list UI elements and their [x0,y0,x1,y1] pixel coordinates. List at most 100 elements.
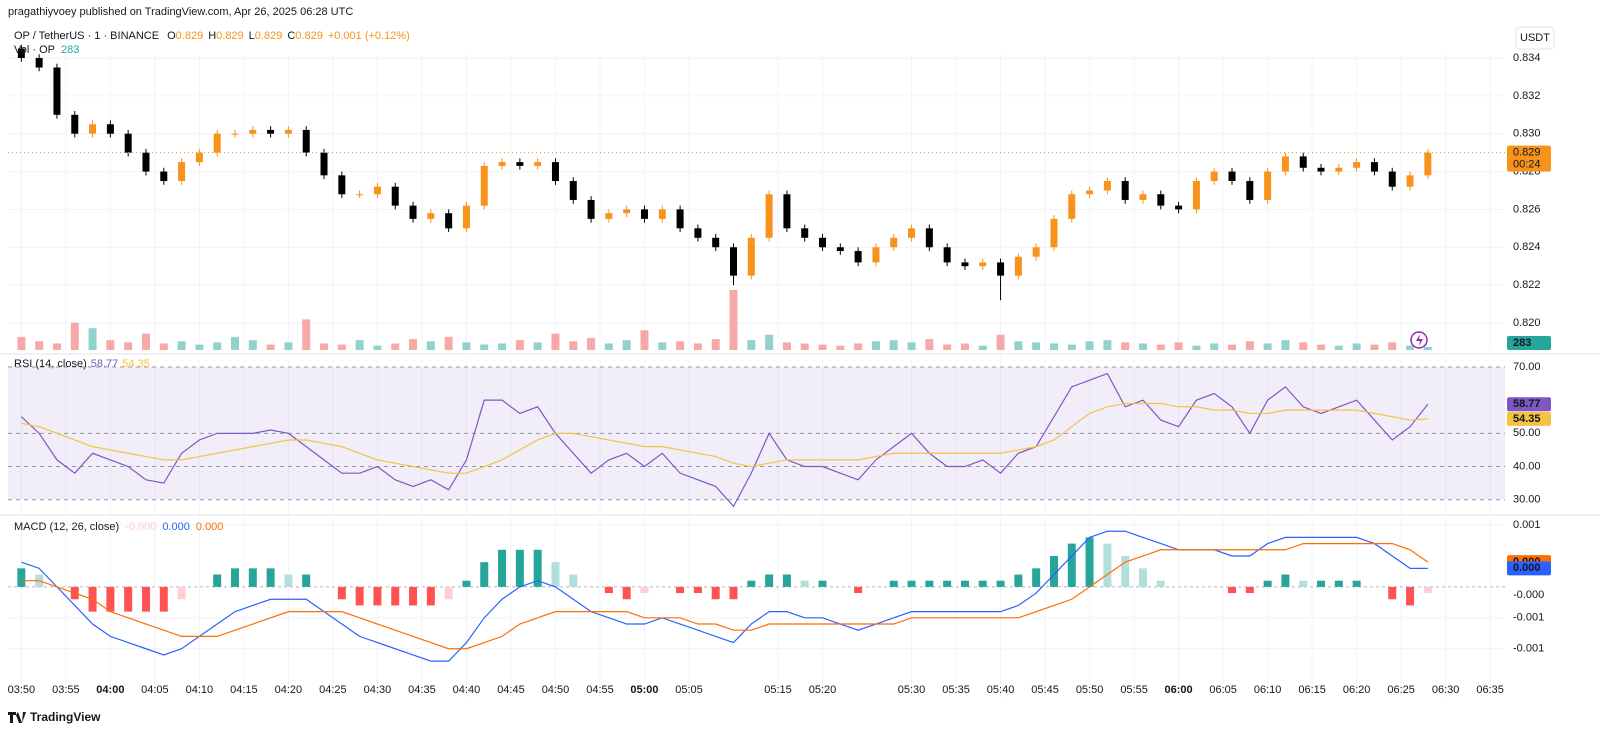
volume-bar [284,342,293,350]
volume-bar [711,339,720,350]
axis-value-label: 58.77 [1513,398,1541,410]
volume-bar [889,340,898,350]
histogram-bar [409,586,418,606]
histogram-bar [337,586,346,600]
candle-body [1406,175,1414,187]
y-tick-label: 0.001 [1513,519,1541,531]
axis-value-box [1507,336,1551,350]
candle-body [676,209,684,229]
candle-body [783,194,791,229]
histogram-bar [355,586,364,606]
histogram-bar [569,574,578,587]
symbol-legend: OP / TetherUS · 1 · BINANCE O0.829 H0.829 L… [14,30,410,42]
indicator-title: MACD (12, 26, close) [14,521,119,533]
x-tick-label: 05:00 [630,684,658,696]
histogram-bar [818,580,827,587]
last-price-label: 0.829 [1513,147,1541,159]
histogram-bar [302,574,311,587]
candle-body [979,262,987,267]
volume-bar [266,344,275,350]
x-tick-label: 06:05 [1209,684,1237,696]
countdown-label: 00:24 [1513,159,1541,171]
candle-body [445,213,453,229]
volume-bar [1049,343,1058,350]
volume-bar [871,341,880,350]
volume-bar [515,340,524,350]
axis-value-label: 0.000 [1513,562,1541,574]
histogram-bar [1138,568,1147,587]
volume-legend: Vol · OP 283 [14,44,79,56]
candle-body [1121,181,1129,200]
volume-bar [1032,342,1041,350]
candle-body [694,228,702,238]
candle-body [712,237,720,248]
y-tick-label: -0.001 [1513,612,1544,624]
volume-bar [444,336,453,350]
histogram-bar [693,586,702,594]
candle-body [1388,171,1396,187]
x-tick-label: 06:35 [1476,684,1504,696]
histogram-bar [978,580,987,587]
candle-body [943,247,951,263]
volume-bar [765,334,774,350]
volume-bar [925,339,934,350]
volume-bar [1370,344,1379,350]
histogram-bar [960,580,969,587]
histogram-bar [480,562,489,587]
y-tick-label: 0.830 [1513,128,1541,140]
candle-body [249,129,257,134]
histogram-bar [1352,580,1361,587]
histogram-bar [248,568,257,587]
volume-bar [729,289,738,350]
candle-body [195,152,203,163]
histogram-bar [391,586,400,606]
volume-bar [462,342,471,350]
y-tick-label: 0.824 [1513,241,1541,253]
candle-body [1424,152,1432,176]
histogram-bar [1228,586,1237,594]
x-tick-label: 05:20 [809,684,837,696]
indicator-title: RSI (14, close) [14,358,87,370]
histogram-bar [711,586,720,600]
volume-bar [373,345,382,350]
alert-icon[interactable] [1410,331,1428,349]
x-tick-label: 05:40 [987,684,1015,696]
candle-body [1068,194,1076,219]
candle-body [106,124,114,134]
ohlc-value: 0.829 [216,30,244,42]
candle-body [267,129,275,134]
histogram-bar [604,586,613,594]
histogram-bar [1423,586,1432,594]
y-tick-label: 50.00 [1513,427,1541,439]
candle-body [178,162,186,182]
ohlc-key: L [249,30,255,42]
x-tick-label: 06:30 [1432,684,1460,696]
candle-body [854,251,862,263]
ohlc-key: O [167,30,176,42]
legend-value: 0.000 [162,521,190,533]
candle-body [836,247,844,252]
candle-body [747,237,755,276]
volume-bar [782,342,791,350]
histogram-bar [1388,586,1397,600]
candle-body [142,152,150,172]
candle-body [890,237,898,248]
histogram-bar [676,586,685,594]
candle-body [1210,171,1218,182]
x-tick-label: 04:35 [408,684,436,696]
volume-bar [35,341,44,350]
histogram-bar [622,586,631,600]
currency[interactable]: USDT [1520,32,1550,44]
candle-body [302,129,310,153]
histogram-bar [800,580,809,587]
volume-bar [836,345,845,350]
legend-value: 58.77 [91,358,119,370]
volume-bar [355,340,364,350]
histogram-bar [782,574,791,587]
volume-bar [693,343,702,350]
volume-bar [302,319,311,350]
histogram-bar [1263,580,1272,587]
candle-body [658,209,666,219]
histogram-bar [996,580,1005,587]
x-tick-label: 05:50 [1076,684,1104,696]
